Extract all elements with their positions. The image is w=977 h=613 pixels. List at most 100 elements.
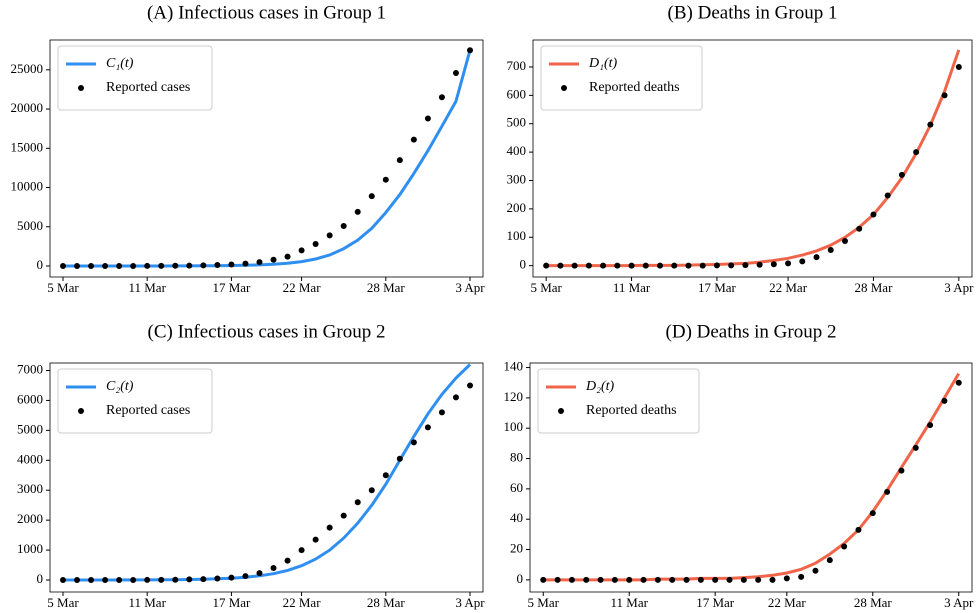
data-point <box>571 262 578 269</box>
data-point <box>927 121 934 128</box>
data-point <box>554 576 561 583</box>
data-point <box>172 262 179 269</box>
x-tick-label: 17 Mar <box>698 280 737 295</box>
x-tick-label: 11 Mar <box>611 595 649 610</box>
data-point <box>826 557 833 564</box>
legend-dot <box>78 408 84 414</box>
data-point <box>396 455 403 462</box>
x-tick-label: 3 Apr <box>455 595 485 610</box>
legend-label: C₂(t) <box>106 379 134 394</box>
legend-dot <box>558 408 564 414</box>
data-point <box>755 576 762 583</box>
y-tick-label: 10000 <box>11 179 44 194</box>
plot-frame <box>529 362 973 593</box>
data-point <box>884 192 891 199</box>
y-tick-label: 6000 <box>17 391 43 406</box>
data-point <box>298 247 305 254</box>
plot-frame <box>532 39 973 278</box>
y-tick-label: 0 <box>517 571 524 586</box>
data-point <box>228 261 235 268</box>
data-point <box>543 262 550 269</box>
data-point <box>669 576 676 583</box>
data-point <box>382 176 389 183</box>
data-point <box>941 397 948 404</box>
data-point <box>200 576 207 583</box>
y-tick-label: 300 <box>507 171 527 186</box>
data-point <box>312 241 319 248</box>
x-tick-label: 17 Mar <box>696 595 735 610</box>
data-point <box>354 208 361 215</box>
data-point <box>59 577 66 584</box>
data-point <box>728 262 735 269</box>
data-point <box>396 157 403 164</box>
data-point <box>799 258 806 265</box>
y-tick-label: 200 <box>507 200 527 215</box>
data-point <box>640 576 647 583</box>
data-point <box>912 444 919 451</box>
data-point <box>841 543 848 550</box>
data-point <box>438 409 445 416</box>
x-tick-label: 3 Apr <box>455 280 485 295</box>
data-point <box>284 253 291 260</box>
legend-label: C₁(t) <box>106 56 134 71</box>
y-tick-label: 25000 <box>11 61 44 76</box>
x-tick-label: 5 Mar <box>530 280 562 295</box>
data-point <box>368 193 375 200</box>
data-point <box>467 382 474 389</box>
data-point <box>568 576 575 583</box>
data-point <box>102 577 109 584</box>
data-point <box>340 512 347 519</box>
y-tick-label: 40 <box>510 510 523 525</box>
data-point <box>116 262 123 269</box>
data-point <box>699 262 706 269</box>
data-point <box>798 573 805 580</box>
data-point <box>827 247 834 254</box>
data-point <box>130 576 137 583</box>
data-point <box>312 536 319 543</box>
data-point <box>769 576 776 583</box>
y-tick-label: 140 <box>504 359 524 374</box>
data-point <box>284 557 291 564</box>
legend-label: D₂(t) <box>585 379 615 394</box>
legend-label: Reported cases <box>106 80 190 95</box>
data-point <box>898 467 905 474</box>
x-tick-label: 17 Mar <box>212 595 251 610</box>
data-point <box>642 262 649 269</box>
x-tick-label: 17 Mar <box>212 280 251 295</box>
data-point <box>726 576 733 583</box>
data-point <box>770 261 777 268</box>
x-tick-label: 22 Mar <box>283 595 322 610</box>
x-tick-label: 28 Mar <box>854 280 893 295</box>
x-tick-label: 11 Mar <box>128 595 166 610</box>
data-point <box>614 262 621 269</box>
data-point <box>340 222 347 229</box>
data-point <box>855 526 862 533</box>
data-point <box>144 576 151 583</box>
data-point <box>410 439 417 446</box>
data-point <box>697 576 704 583</box>
data-point <box>130 262 137 269</box>
data-point <box>611 576 618 583</box>
panel-title: (C) Infectious cases in Group 2 <box>148 321 386 342</box>
data-point <box>583 576 590 583</box>
y-tick-label: 100 <box>507 228 527 243</box>
legend-box <box>540 45 703 111</box>
y-tick-label: 5000 <box>17 218 43 233</box>
legend-box <box>57 45 213 111</box>
y-tick-label: 20 <box>510 541 523 556</box>
x-tick-label: 22 Mar <box>283 280 322 295</box>
plot-frame <box>49 362 484 593</box>
x-tick-label: 5 Mar <box>47 280 79 295</box>
y-tick-label: 4000 <box>17 451 43 466</box>
y-tick-label: 15000 <box>11 139 44 154</box>
data-point <box>740 576 747 583</box>
x-tick-label: 11 Mar <box>613 280 651 295</box>
data-point <box>927 422 934 429</box>
data-point <box>326 524 333 531</box>
x-tick-label: 28 Mar <box>367 280 406 295</box>
x-tick-label: 3 Apr <box>944 595 974 610</box>
y-tick-label: 120 <box>504 389 524 404</box>
data-point <box>657 262 664 269</box>
data-point <box>654 576 661 583</box>
